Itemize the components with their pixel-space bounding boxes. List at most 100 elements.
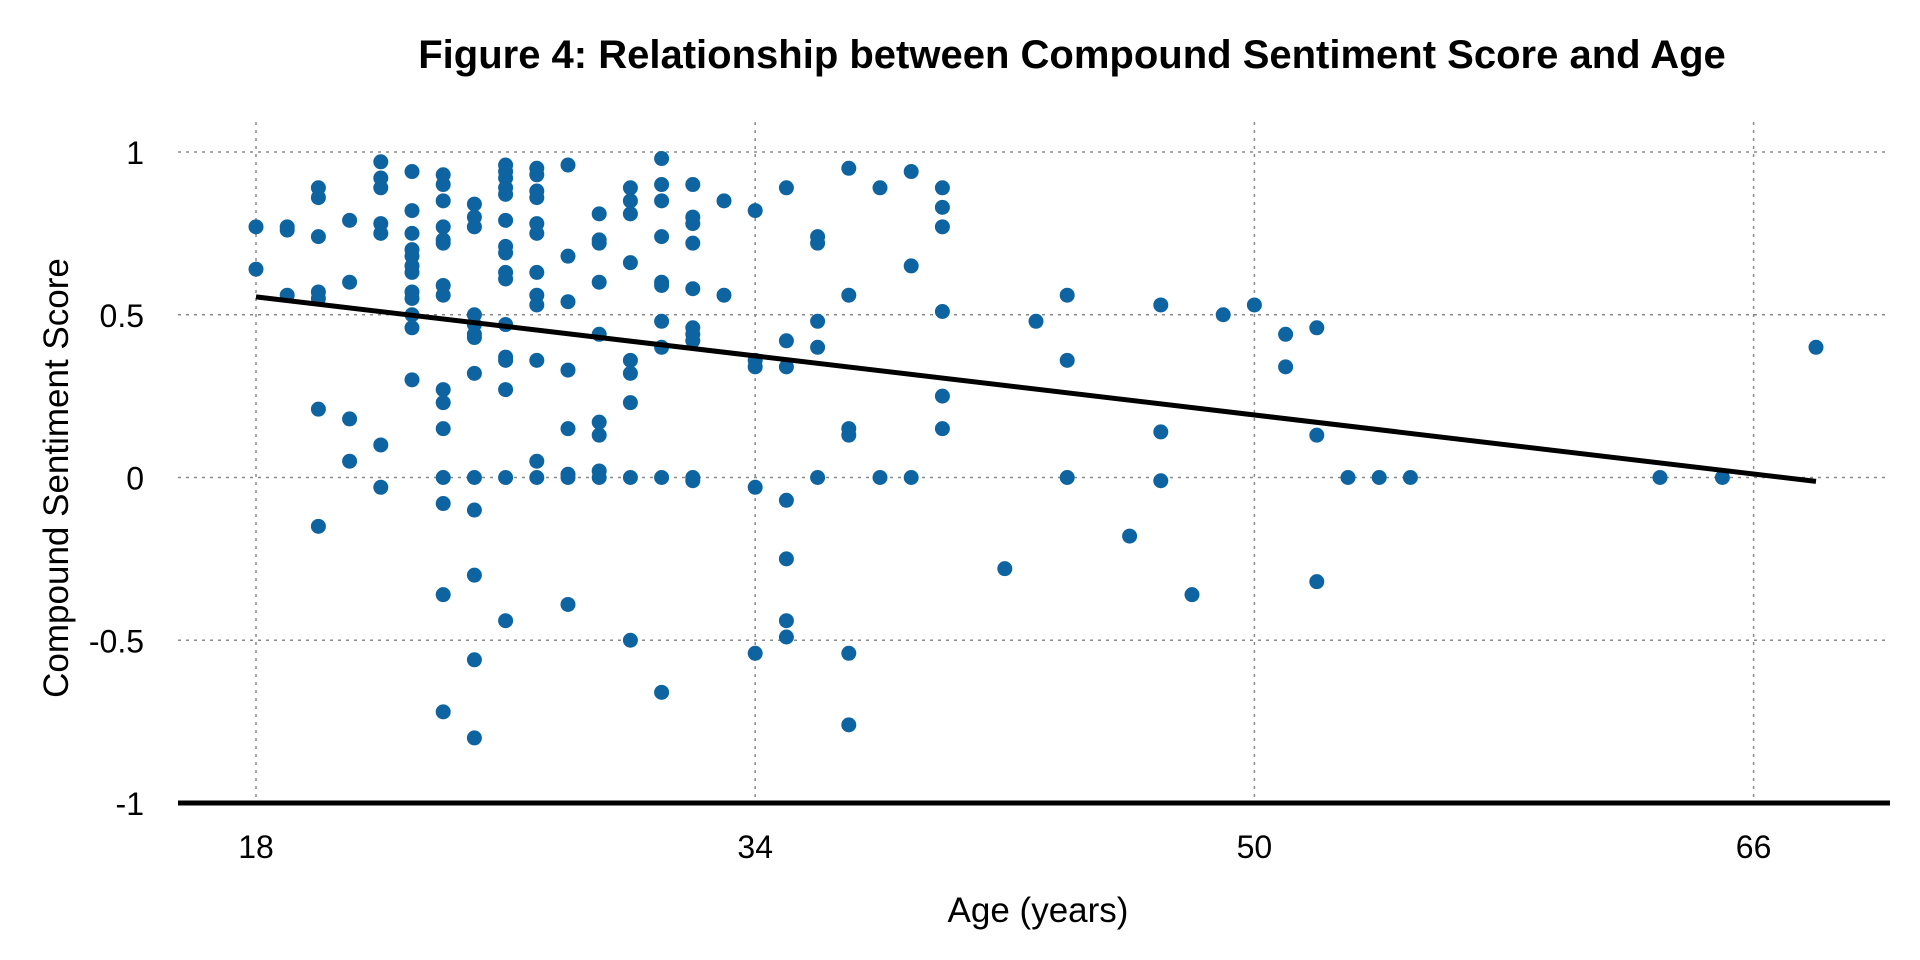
data-point — [560, 362, 576, 378]
data-point — [841, 645, 857, 661]
data-point — [654, 470, 670, 485]
data-point — [342, 411, 358, 427]
data-point — [1309, 427, 1325, 443]
data-point — [778, 629, 794, 645]
y-tick-label: -0.5 — [89, 623, 144, 659]
data-point — [310, 229, 326, 245]
data-point — [404, 290, 420, 306]
data-point — [685, 473, 701, 489]
grid — [178, 122, 1890, 803]
data-point — [934, 180, 950, 196]
data-point — [529, 190, 545, 206]
data-point — [622, 395, 638, 411]
x-axis-label: Age (years) — [948, 891, 1129, 930]
x-tick-label: 50 — [1237, 829, 1273, 865]
data-point — [310, 518, 326, 534]
data-point — [1309, 320, 1325, 336]
data-point — [404, 320, 420, 336]
data-point — [373, 154, 389, 170]
data-point — [747, 359, 763, 375]
data-point — [622, 255, 638, 271]
data-point — [622, 193, 638, 209]
data-point — [435, 193, 451, 209]
data-point — [872, 470, 888, 485]
data-point — [373, 180, 389, 196]
data-point — [778, 613, 794, 629]
data-point — [685, 177, 701, 193]
data-point — [466, 730, 482, 746]
data-point — [529, 470, 545, 485]
data-point — [810, 235, 826, 251]
data-point — [1808, 339, 1824, 355]
data-point — [529, 225, 545, 241]
data-point — [1059, 352, 1075, 368]
data-point — [654, 177, 670, 193]
data-point — [466, 219, 482, 235]
data-point — [716, 193, 732, 209]
data-point — [810, 470, 826, 485]
data-point — [498, 470, 514, 485]
data-point — [560, 470, 576, 485]
data-point — [1215, 307, 1231, 323]
data-point — [435, 470, 451, 485]
data-point — [1028, 313, 1044, 329]
data-point — [1059, 470, 1075, 485]
y-tick-label: 0.5 — [100, 298, 144, 334]
data-point — [373, 225, 389, 241]
data-point — [435, 704, 451, 720]
data-point — [778, 180, 794, 196]
data-point — [810, 339, 826, 355]
x-tick-label: 66 — [1736, 829, 1772, 865]
tick-labels: 1 0.5 0 -0.5 -1 18 34 50 66 — [89, 135, 1772, 865]
data-point — [778, 359, 794, 375]
data-point — [591, 235, 607, 251]
data-point — [622, 470, 638, 485]
data-point — [529, 297, 545, 313]
data-point — [310, 401, 326, 417]
data-point — [404, 203, 420, 219]
data-point — [591, 206, 607, 222]
data-point — [404, 164, 420, 180]
data-point — [654, 229, 670, 245]
data-point — [1278, 359, 1294, 375]
data-point — [498, 382, 514, 398]
chart-title: Figure 4: Relationship between Compound … — [418, 33, 1726, 77]
data-point — [1153, 297, 1169, 313]
data-point — [1153, 424, 1169, 440]
data-point — [310, 190, 326, 206]
data-point — [685, 216, 701, 232]
x-tick-label: 18 — [238, 829, 274, 865]
data-point — [810, 313, 826, 329]
data-point — [903, 470, 919, 485]
data-point — [1153, 473, 1169, 489]
data-point — [373, 437, 389, 453]
data-point — [404, 372, 420, 388]
data-point — [529, 352, 545, 368]
data-point — [498, 245, 514, 261]
data-point — [1122, 528, 1138, 544]
data-point — [498, 613, 514, 629]
data-point — [466, 652, 482, 668]
data-point — [466, 365, 482, 381]
data-point — [529, 453, 545, 469]
data-point — [435, 587, 451, 603]
data-point — [934, 219, 950, 235]
y-tick-label: 1 — [126, 135, 144, 171]
data-point — [435, 287, 451, 303]
data-point — [934, 421, 950, 437]
data-point — [747, 479, 763, 495]
data-point — [654, 277, 670, 293]
data-point — [466, 502, 482, 518]
data-point — [841, 160, 857, 176]
data-point — [529, 264, 545, 280]
data-point — [435, 496, 451, 512]
data-point — [903, 164, 919, 180]
data-point — [342, 453, 358, 469]
data-point — [872, 180, 888, 196]
data-point — [934, 199, 950, 215]
data-point — [654, 151, 670, 167]
data-point — [654, 313, 670, 329]
data-point — [654, 684, 670, 700]
data-point — [435, 177, 451, 193]
